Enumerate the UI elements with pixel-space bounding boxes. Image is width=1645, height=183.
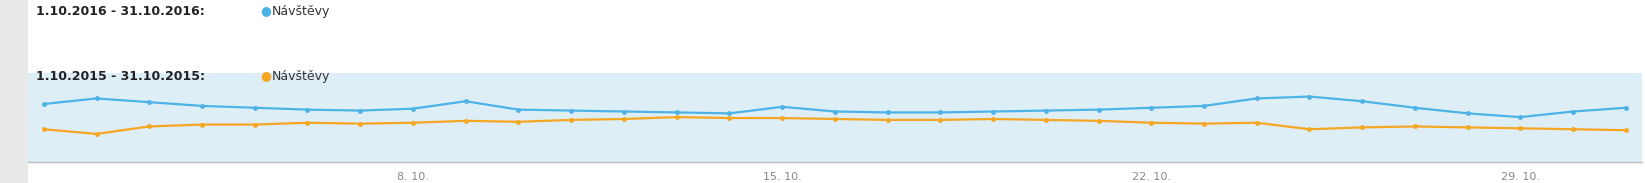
Text: ●: ● — [260, 69, 271, 82]
Text: Návštěvy: Návštěvy — [271, 5, 329, 18]
Text: Návštěvy: Návštěvy — [271, 70, 329, 83]
Text: 1.10.2016 - 31.10.2016:: 1.10.2016 - 31.10.2016: — [36, 5, 206, 18]
Text: ●: ● — [260, 5, 271, 18]
Text: 1.10.2015 - 31.10.2015:: 1.10.2015 - 31.10.2015: — [36, 70, 206, 83]
